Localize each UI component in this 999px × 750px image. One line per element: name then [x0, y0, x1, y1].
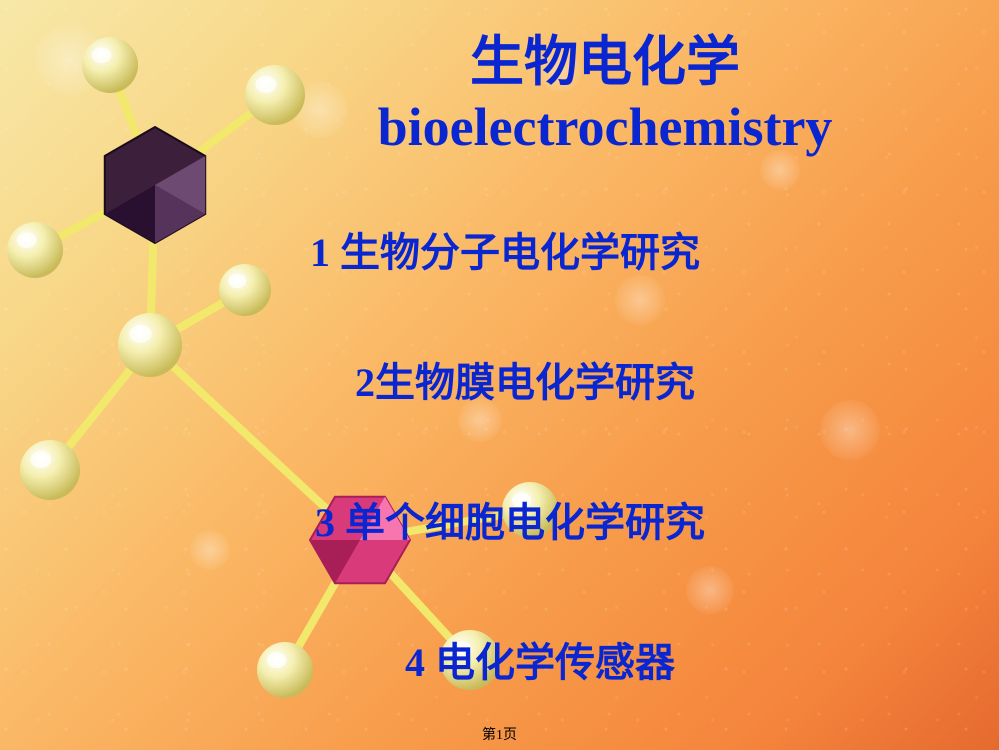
- topic-item-4: 4 电化学传感器: [405, 630, 675, 688]
- light-spot: [686, 566, 734, 614]
- light-spot: [190, 530, 230, 570]
- slide: 生物电化学 bioelectrochemistry 1 生物分子电化学研究 2生物…: [0, 0, 999, 750]
- page-number: 第1页: [482, 724, 517, 744]
- light-spot: [35, 25, 105, 95]
- light-spot: [615, 275, 665, 325]
- slide-title: 生物电化学 bioelectrochemistry: [250, 30, 960, 160]
- title-line2: bioelectrochemistry: [250, 95, 960, 160]
- light-spot: [820, 400, 880, 460]
- title-line1: 生物电化学: [250, 30, 960, 95]
- topic-item-2: 2生物膜电化学研究: [355, 350, 695, 408]
- topic-item-3: 3 单个细胞电化学研究: [315, 490, 705, 548]
- topic-item-1: 1 生物分子电化学研究: [310, 220, 700, 278]
